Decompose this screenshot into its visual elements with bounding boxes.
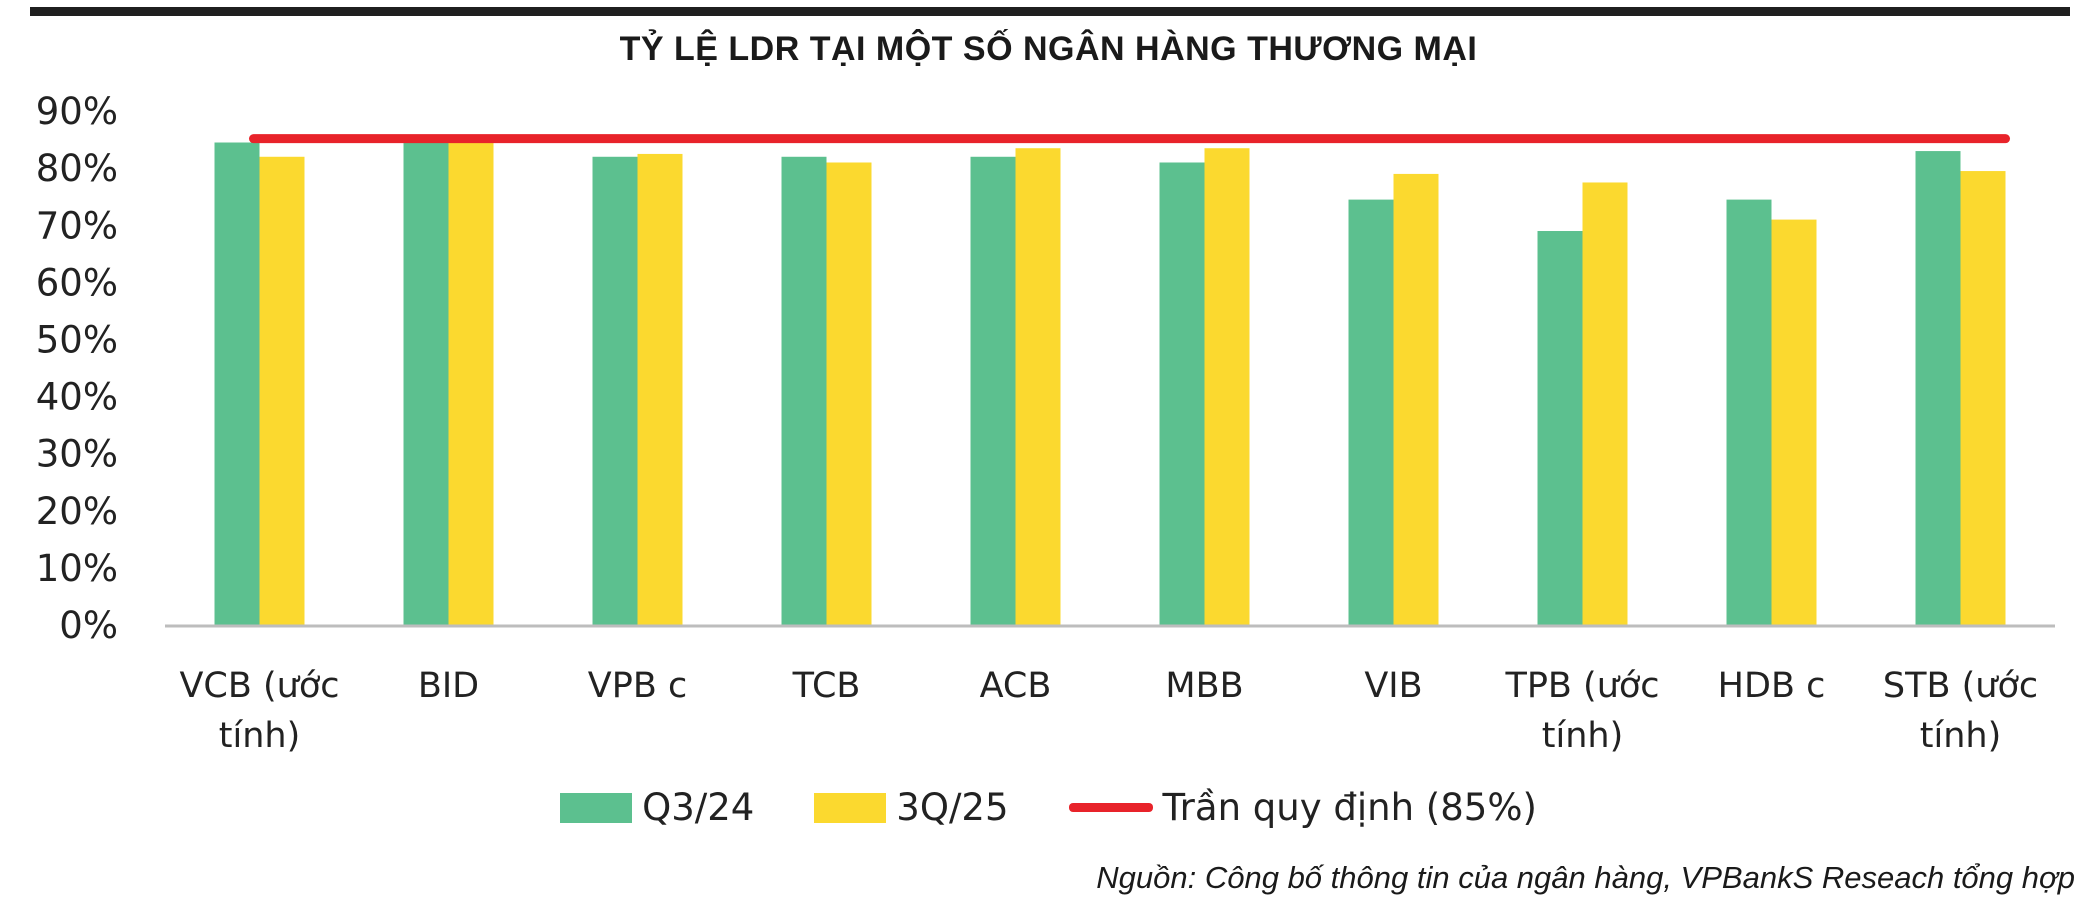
x-category-label: MBB [1165,666,1243,706]
x-category-label: TPB (ước [1504,666,1659,706]
x-category-label: HDB c [1718,666,1826,706]
legend-swatch-ceiling [1068,803,1153,812]
bar-3q-25 [826,162,872,626]
x-category-label: tính) [1920,716,2001,756]
x-category-label: tính) [219,716,300,756]
bar-3q-25 [448,142,494,625]
y-tick-label: 0% [59,604,118,647]
bar-q3-24 [403,142,449,625]
y-tick-label: 60% [36,261,118,304]
y-tick-label: 80% [36,147,118,190]
bar-q3-24 [970,156,1016,625]
legend-item-3q-25: 3Q/25 [814,786,1009,829]
x-category-label: tính) [1542,716,1623,756]
bar-q3-24 [214,142,260,625]
ldr-bar-chart: 0% 10% 20% 30% 40% 50% 60% 70% 80% 90% VCB (ước tín… [36,90,2055,756]
y-tick-label: 20% [36,490,118,533]
bar-q3-24 [781,156,827,625]
y-tick-label: 40% [36,376,118,419]
legend-item-q3-24: Q3/24 [560,786,754,829]
legend-item-ceiling: Trần quy định (85%) [1068,786,1537,829]
bar-3q-25 [1015,148,1061,625]
legend-label-3q-25: 3Q/25 [896,786,1009,829]
legend: Q3/24 3Q/25 Trần quy định (85%) [0,786,2097,829]
bar-q3-24 [1915,151,1961,625]
x-category-label: VCB (ước [179,666,339,706]
x-category-label: STB (ước [1883,666,2038,706]
x-category-label: ACB [980,666,1052,706]
bar-q3-24 [1537,231,1583,625]
bar-3q-25 [1393,173,1439,625]
y-tick-label: 10% [36,547,118,590]
y-tick-label: 50% [36,319,118,362]
y-tick-label: 70% [36,204,118,247]
legend-label-ceiling: Trần quy định (85%) [1162,786,1537,829]
x-category-label: VIB [1364,666,1422,706]
chart-title: TỶ LỆ LDR TẠI MỘT SỐ NGÂN HÀNG THƯƠNG MẠ… [619,30,1478,68]
bar-3q-25 [1771,219,1817,625]
y-tick-label: 30% [36,433,118,476]
x-category-label: TCB [792,666,861,706]
bar-3q-25 [1960,171,2006,625]
bar-q3-24 [592,156,638,625]
top-rule [30,7,2070,16]
source-note: Nguồn: Công bố thông tin của ngân hàng, … [1096,860,2075,895]
y-tick-label: 90% [36,90,118,133]
x-category-label: VPB c [588,666,687,706]
bar-q3-24 [1159,162,1205,626]
legend-swatch-q3-24 [560,792,633,823]
bar-3q-25 [1582,182,1628,625]
bar-3q-25 [637,153,683,626]
legend-swatch-3q-25 [814,792,887,823]
bar-3q-25 [259,156,305,625]
x-category-label: BID [418,666,479,706]
bar-q3-24 [1726,199,1772,626]
bar-q3-24 [1348,199,1394,626]
bar-3q-25 [1204,148,1250,625]
legend-label-q3-24: Q3/24 [642,786,755,829]
